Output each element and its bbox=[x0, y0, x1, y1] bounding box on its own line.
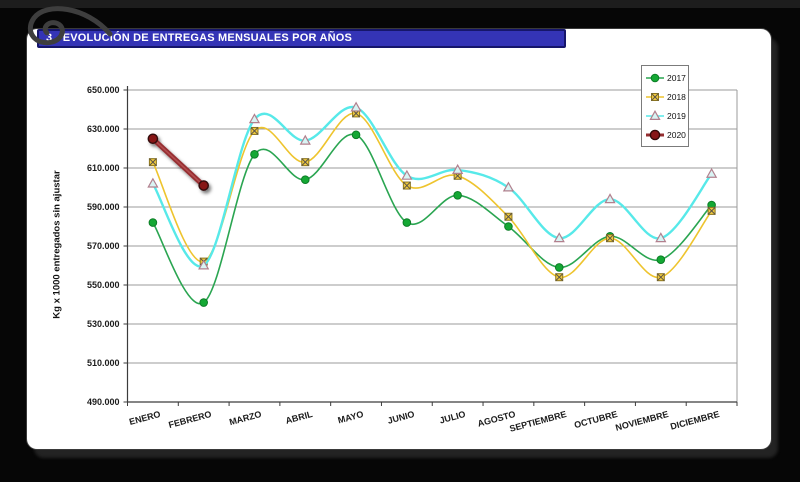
series-2019-marker-julio bbox=[452, 163, 464, 174]
section-title: 3.- EVOLUCIÓN DE ENTREGAS MENSUALES POR … bbox=[46, 32, 353, 44]
y-tick-label: 570.000 bbox=[86, 241, 120, 251]
series-2019-marker-enero bbox=[147, 177, 159, 188]
series-2019-marker-junio bbox=[401, 169, 413, 180]
chart-canvas bbox=[123, 86, 738, 406]
legend-swatch bbox=[646, 129, 664, 140]
legend-swatch bbox=[646, 109, 664, 120]
series-2019-marker-legend bbox=[649, 109, 661, 120]
series-2020-marker-enero bbox=[147, 133, 159, 145]
series-2017-marker-noviembre bbox=[656, 255, 666, 264]
series-2019 bbox=[147, 101, 718, 270]
series-2019-marker-diciembre bbox=[705, 167, 718, 178]
legend-label: 2018 bbox=[667, 91, 686, 102]
series-2019-marker-mayo bbox=[350, 101, 362, 112]
series-2020-marker-febrero bbox=[198, 180, 209, 191]
series-2020-marker-legend bbox=[649, 129, 661, 140]
series-2017-marker-agosto bbox=[504, 222, 513, 231]
series-2017-marker-septiembre bbox=[554, 263, 564, 272]
series-2019-marker-octubre bbox=[604, 193, 616, 204]
series-2020 bbox=[147, 133, 209, 191]
series-2019-line bbox=[151, 105, 713, 268]
y-tick-label: 650.000 bbox=[86, 85, 120, 95]
section-title-banner: 3.- EVOLUCIÓN DE ENTREGAS MENSUALES POR … bbox=[37, 29, 566, 48]
series-2019-marker-abril bbox=[299, 134, 311, 145]
series-2017-marker-enero bbox=[148, 218, 158, 227]
series-2020-highlight bbox=[152, 138, 205, 187]
series-2017-marker-julio bbox=[453, 191, 462, 200]
line-chart: Kg x 1000 entregados sin ajustar 490.000… bbox=[27, 29, 771, 449]
legend-swatch bbox=[646, 73, 664, 82]
legend-label: 2019 bbox=[667, 110, 686, 121]
series-2017-marker-junio bbox=[402, 218, 412, 227]
series-2017-marker-mayo bbox=[351, 130, 361, 140]
series-2017-marker-abril bbox=[300, 175, 310, 184]
series-2017-marker-marzo bbox=[250, 150, 259, 159]
legend-item-2019: 2019 bbox=[645, 109, 688, 122]
series-2018 bbox=[148, 109, 716, 282]
corner-curl-decoration bbox=[27, 6, 113, 46]
legend-swatch bbox=[646, 92, 664, 101]
y-tick-label: 490.000 bbox=[86, 397, 120, 407]
report-page: 3.- EVOLUCIÓN DE ENTREGAS MENSUALES POR … bbox=[27, 29, 771, 449]
series-2019-marker-noviembre bbox=[655, 232, 667, 243]
series-2018-line bbox=[152, 112, 713, 279]
series-2017-line bbox=[152, 133, 713, 305]
series-2019-marker-agosto bbox=[502, 181, 515, 192]
y-axis-title: Kg x 1000 entregados sin ajustar bbox=[51, 170, 63, 319]
series-2019-marker-septiembre bbox=[553, 232, 565, 243]
y-tick-label: 510.000 bbox=[86, 358, 120, 368]
y-tick-label: 590.000 bbox=[86, 202, 120, 212]
legend-item-2018: 2018 bbox=[645, 91, 688, 103]
background-strip bbox=[0, 0, 800, 8]
y-tick-label: 630.000 bbox=[86, 124, 120, 134]
y-tick-label: 530.000 bbox=[86, 319, 120, 329]
series-2017-marker-legend bbox=[650, 73, 660, 82]
series-2017 bbox=[148, 130, 716, 307]
legend-item-2017: 2017 bbox=[645, 72, 688, 84]
legend-label: 2020 bbox=[667, 129, 686, 140]
y-tick-label: 610.000 bbox=[86, 163, 120, 173]
legend-item-2020: 2020 bbox=[645, 129, 688, 141]
series-2019-marker-febrero bbox=[198, 259, 210, 270]
chart-legend: 2017 2018 2019 2020 bbox=[641, 65, 689, 147]
legend-label: 2017 bbox=[667, 72, 686, 83]
series-2019-marker-marzo bbox=[248, 113, 261, 124]
y-tick-label: 550.000 bbox=[86, 280, 120, 290]
series-2017-marker-febrero bbox=[199, 298, 208, 307]
